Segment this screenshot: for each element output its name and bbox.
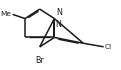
Text: Me: Me xyxy=(1,11,11,17)
Text: Cl: Cl xyxy=(105,44,112,50)
Text: N: N xyxy=(56,20,61,29)
Text: Br: Br xyxy=(35,56,44,65)
Text: N: N xyxy=(56,8,62,17)
